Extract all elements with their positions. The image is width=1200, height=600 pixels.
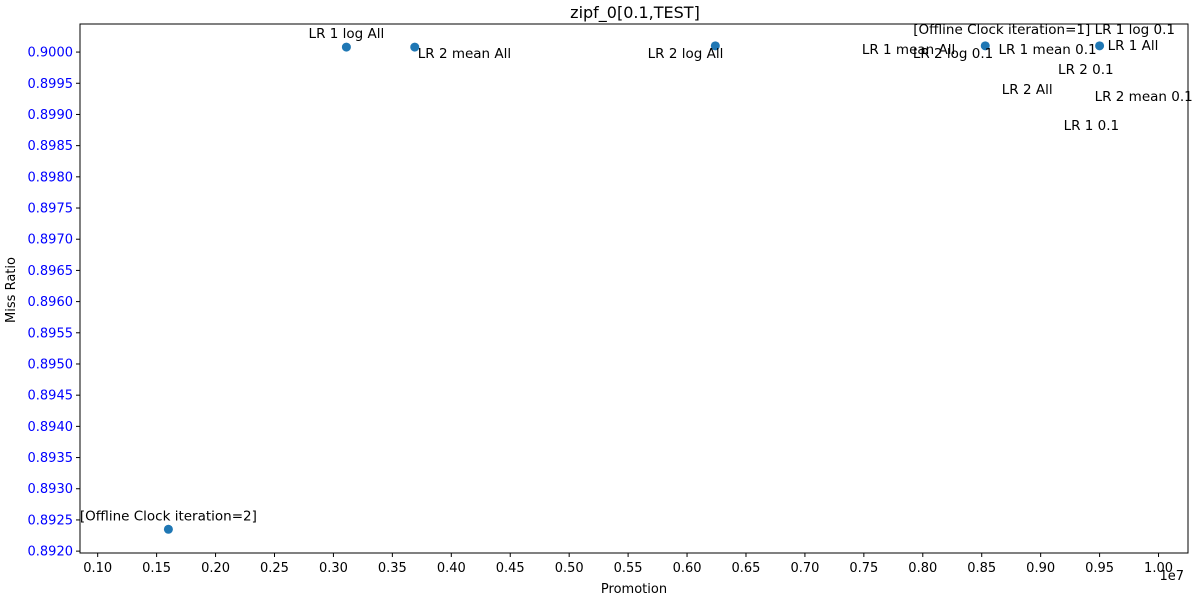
y-tick-label: 0.8980: [28, 170, 74, 185]
point-annotation: LR 2 All: [1002, 82, 1053, 98]
point-annotation: LR 1 0.1: [1064, 118, 1120, 134]
scatter-point: [1095, 41, 1105, 51]
x-tick-label: 0.70: [790, 561, 819, 576]
x-tick-label: 0.40: [437, 561, 466, 576]
y-tick-label: 0.8985: [28, 139, 74, 154]
point-annotation: LR 1 mean All: [862, 42, 955, 58]
y-tick-label: 0.8975: [28, 202, 74, 217]
scatter-point: [410, 42, 420, 52]
y-tick-label: 0.8940: [28, 420, 74, 435]
point-annotation: LR 2 mean All: [418, 46, 511, 62]
x-tick-label: 0.55: [614, 561, 643, 576]
y-tick-label: 0.8960: [28, 295, 74, 310]
x-tick-label: 0.80: [908, 561, 937, 576]
scatter-point: [980, 41, 990, 51]
x-offset-label: 1e7: [1159, 569, 1184, 584]
point-annotation: LR 2 0.1: [1058, 62, 1114, 78]
y-tick-label: 0.9000: [28, 46, 74, 61]
scatter-point: [710, 41, 720, 51]
point-annotations: [Offline Clock iteration=2] LR 1 log All L…: [80, 22, 1193, 524]
x-axis: 0.10 0.15 0.20 0.25 0.30 0.35 0.40 0.45 0.50 0.55…: [83, 553, 1173, 576]
point-annotation: [Offline Clock iteration=2]: [80, 508, 257, 524]
x-tick-label: 0.65: [732, 561, 761, 576]
point-annotation: LR 2 log 0.1: [913, 46, 993, 62]
point-annotation: LR 1 mean 0.1: [998, 42, 1096, 58]
x-tick-label: 0.35: [378, 561, 407, 576]
x-tick-label: 0.85: [967, 561, 996, 576]
plot-area: [79, 23, 1189, 554]
x-tick-label: 1.00: [1144, 561, 1173, 576]
y-tick-label: 0.8945: [28, 389, 74, 404]
x-tick-label: 0.20: [201, 561, 230, 576]
y-axis-label: Miss Ratio: [4, 257, 19, 323]
x-tick-label: 0.50: [555, 561, 584, 576]
x-axis-label: Promotion: [601, 582, 667, 597]
point-annotation: LR 1 log 0.1: [1095, 22, 1175, 38]
y-tick-label: 0.8990: [28, 108, 74, 123]
x-tick-label: 0.95: [1085, 561, 1114, 576]
scatter-point: [163, 524, 173, 534]
point-annotation: LR 1 All: [1108, 38, 1159, 54]
y-tick-label: 0.8930: [28, 482, 74, 497]
y-tick-label: 0.8965: [28, 264, 74, 279]
x-tick-label: 0.45: [496, 561, 525, 576]
x-tick-label: 0.15: [142, 561, 171, 576]
x-tick-label: 0.75: [849, 561, 878, 576]
y-tick-label: 0.8955: [28, 326, 74, 341]
point-annotation: LR 1 log All: [309, 26, 385, 42]
chart-title: zipf_0[0.1,TEST]: [570, 3, 700, 23]
point-annotation: LR 2 log All: [648, 46, 724, 62]
y-tick-label: 0.8925: [28, 513, 74, 528]
x-tick-label: 0.10: [83, 561, 112, 576]
x-tick-label: 0.90: [1026, 561, 1055, 576]
y-axis: 0.8920 0.8925 0.8930 0.8935 0.8940 0.8945 0.89…: [28, 46, 80, 560]
y-tick-label: 0.8995: [28, 77, 74, 92]
scatter-point: [341, 42, 351, 52]
x-tick-label: 0.30: [319, 561, 348, 576]
point-annotation: LR 2 mean 0.1: [1095, 89, 1193, 105]
y-tick-label: 0.8950: [28, 357, 74, 372]
y-tick-label: 0.8970: [28, 233, 74, 248]
point-annotation: [Offline Clock iteration=1]: [913, 22, 1090, 38]
x-tick-label: 0.60: [673, 561, 702, 576]
y-tick-label: 0.8920: [28, 545, 74, 560]
data-points: [163, 41, 1105, 534]
y-tick-label: 0.8935: [28, 451, 74, 466]
x-tick-label: 0.25: [260, 561, 289, 576]
